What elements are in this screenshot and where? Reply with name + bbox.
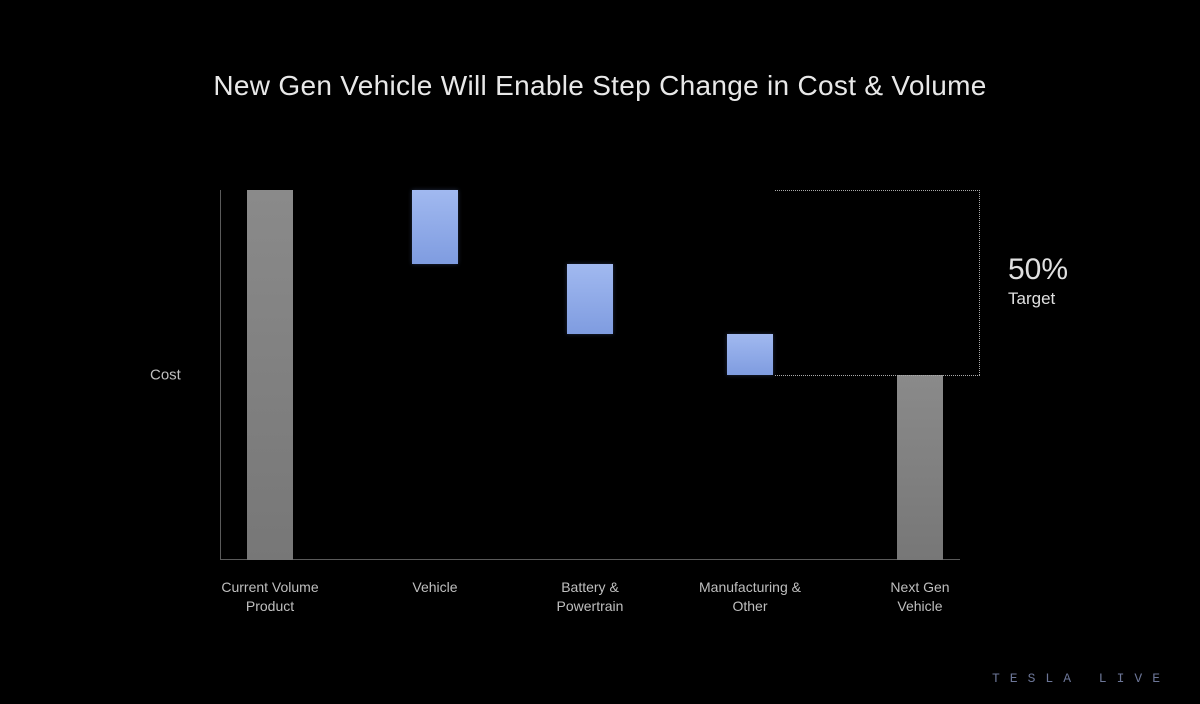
category-label-4: Next Gen Vehicle xyxy=(840,578,1000,616)
category-label-0: Current Volume Product xyxy=(190,578,350,616)
bar-2 xyxy=(567,264,613,334)
x-axis-line xyxy=(220,559,960,560)
waterfall-chart: Cost Current Volume ProductVehicleBatter… xyxy=(220,190,960,560)
y-axis-label: Cost xyxy=(150,367,181,384)
bar-0 xyxy=(247,190,293,560)
callout-value: 50% xyxy=(1008,253,1068,287)
callout-text: 50%Target xyxy=(1008,253,1068,309)
callout-sublabel: Target xyxy=(1008,289,1068,309)
slide-title: New Gen Vehicle Will Enable Step Change … xyxy=(0,70,1200,102)
category-label-1: Vehicle xyxy=(355,578,515,597)
y-axis-line xyxy=(220,190,221,560)
callout-bracket-bottom xyxy=(775,375,980,376)
bar-4 xyxy=(897,375,943,560)
brand-watermark: TESLA LIVE xyxy=(992,671,1170,686)
callout-bracket xyxy=(775,190,980,375)
category-label-2: Battery & Powertrain xyxy=(510,578,670,616)
category-label-3: Manufacturing & Other xyxy=(670,578,830,616)
bar-1 xyxy=(412,190,458,264)
bar-3 xyxy=(727,334,773,375)
